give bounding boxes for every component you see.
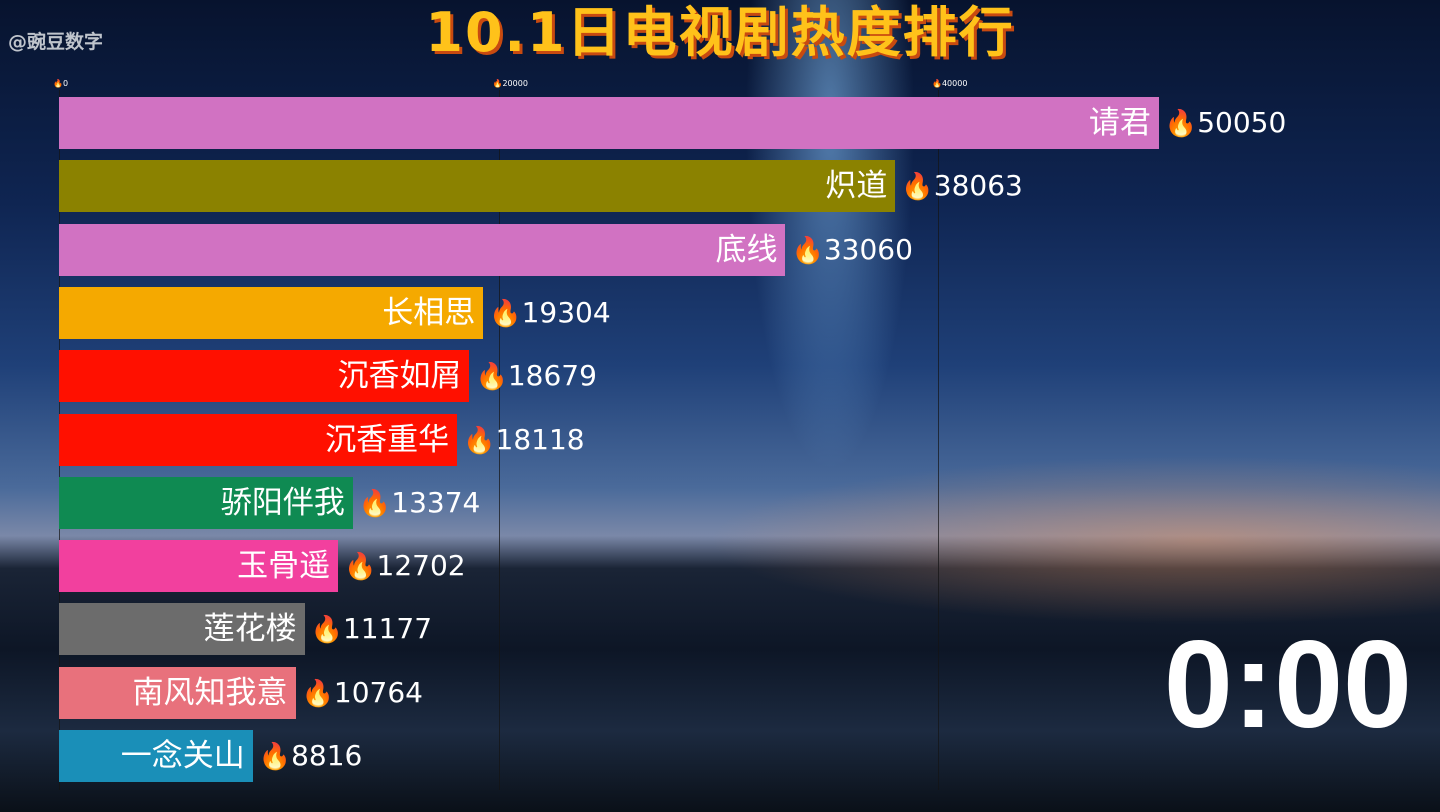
value-text: 19304 [521, 295, 611, 329]
gridline [498, 90, 500, 790]
fire-icon: 🔥 [301, 678, 334, 709]
fire-icon: 🔥 [791, 235, 824, 266]
fire-icon: 🔥 [310, 615, 343, 646]
value-label: 🔥18679 [475, 350, 596, 402]
value-text: 50050 [1197, 106, 1287, 139]
value-text: 8816 [291, 739, 363, 772]
value-label: 🔥11177 [311, 603, 432, 655]
bar: 莲花楼 [59, 603, 305, 656]
bar-label: 沉香重华 [325, 421, 450, 458]
value-label: 🔥13374 [359, 477, 480, 529]
bar-label: 一念关山 [120, 738, 245, 774]
value-text: 18118 [495, 422, 585, 456]
fire-icon: 🔥 [489, 298, 522, 329]
value-label: 🔥50050 [1165, 97, 1286, 149]
tick-text: 0 [62, 79, 69, 88]
fire-icon: 🔥 [463, 425, 496, 456]
fire-icon: 🔥 [344, 552, 377, 583]
value-text: 12702 [376, 549, 466, 583]
bar-label: 南风知我意 [132, 674, 288, 711]
value-text: 11177 [342, 612, 433, 646]
value-label: 🔥10764 [302, 667, 423, 719]
value-text: 10764 [333, 675, 423, 709]
fire-icon: 🔥 [475, 362, 508, 393]
bar-label: 莲花楼 [203, 611, 297, 648]
chart-title: 10.1日电视剧热度排行 [425, 1, 1015, 64]
bar-label: 沉香如屑 [337, 358, 462, 395]
fire-icon: 🔥 [358, 488, 392, 519]
bar: 底线 [59, 223, 786, 276]
value-label: 🔥12702 [344, 540, 465, 592]
bar: 骄阳伴我 [59, 476, 353, 529]
tick-text: 20000 [502, 79, 528, 88]
bar: 玉骨遥 [59, 540, 339, 593]
value-text: 33060 [823, 232, 913, 266]
watermark: @豌豆数字 [8, 31, 104, 53]
timer: 0:00 [1163, 616, 1412, 754]
value-label: 🔥38063 [901, 160, 1022, 212]
value-label: 🔥19304 [489, 287, 610, 339]
value-text: 18679 [507, 359, 597, 393]
fire-icon: 🔥 [53, 79, 63, 88]
bar: 长相思 [59, 286, 484, 339]
value-text: 38063 [933, 169, 1023, 203]
bar-label: 底线 [715, 231, 778, 268]
bar: 一念关山 [59, 730, 253, 782]
bar: 沉香如屑 [59, 350, 470, 403]
bar-label: 请君 [1088, 105, 1151, 141]
value-label: 🔥8816 [259, 730, 363, 782]
value-label: 🔥33060 [791, 224, 912, 276]
fire-icon: 🔥 [932, 79, 942, 88]
bar-label: 炽道 [825, 168, 888, 205]
bar: 炽道 [59, 160, 896, 213]
x-tick-label: 🔥20000 [493, 78, 528, 89]
bar-label: 骄阳伴我 [220, 484, 345, 521]
fire-icon: 🔥 [901, 172, 934, 203]
fire-icon: 🔥 [258, 742, 292, 772]
x-tick-label: 🔥0 [53, 78, 68, 89]
x-tick-label: 🔥40000 [932, 78, 967, 89]
tick-text: 40000 [941, 79, 968, 88]
fire-icon: 🔥 [492, 79, 503, 88]
bar-label: 玉骨遥 [237, 548, 331, 585]
gridline [938, 90, 939, 790]
bar: 请君 [59, 97, 1159, 149]
bar: 南风知我意 [59, 666, 296, 719]
value-label: 🔥18118 [463, 414, 584, 466]
fire-icon: 🔥 [1164, 109, 1198, 139]
bar: 沉香重华 [59, 413, 458, 466]
bar-label: 长相思 [382, 294, 476, 331]
value-text: 13374 [391, 485, 481, 519]
